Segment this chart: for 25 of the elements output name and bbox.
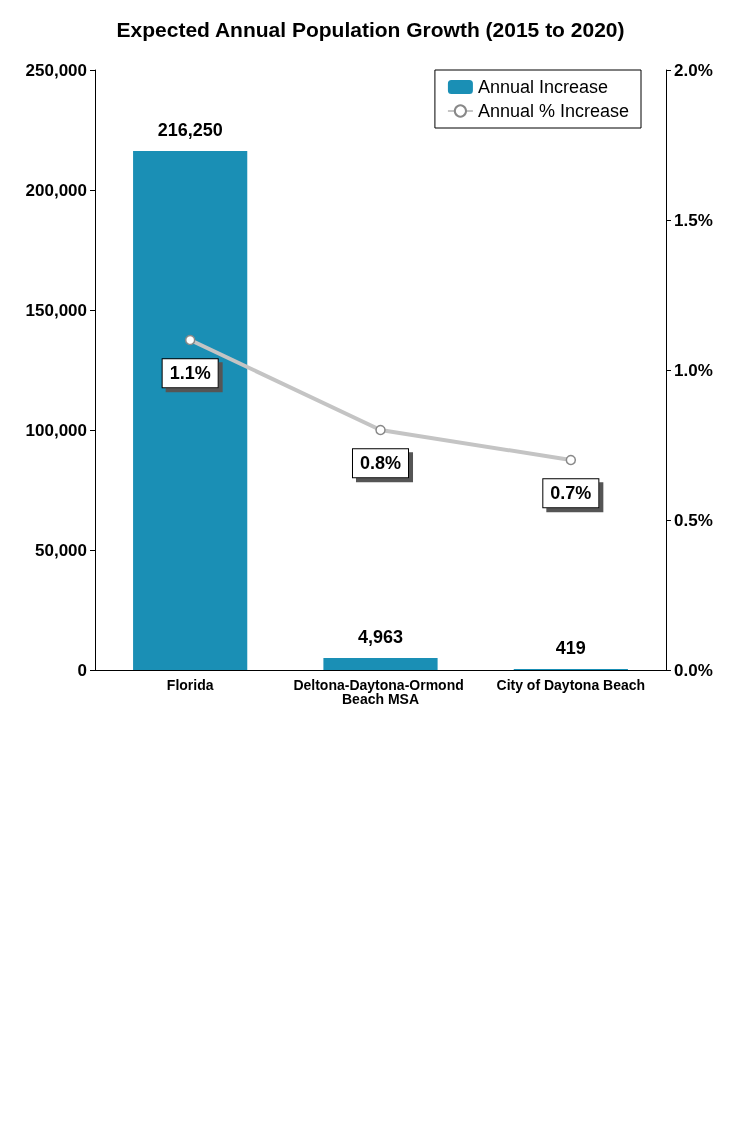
y-tick-label: 50,000 — [35, 540, 87, 560]
y2-tick-label: 2.0% — [674, 60, 713, 80]
x-tick-label: Florida — [166, 677, 214, 693]
x-tick-label: City of Daytona Beach — [496, 677, 646, 693]
y-tick-label: 250,000 — [25, 60, 87, 80]
data-label: 419 — [555, 637, 586, 658]
y-tick-label: 0 — [77, 660, 87, 680]
bar — [133, 151, 248, 670]
x-tick-label: Deltona-Daytona-Ormond Beach MSA — [293, 677, 468, 707]
data-label: 0.7% — [550, 483, 592, 504]
data-label: 0.8% — [359, 453, 402, 474]
y2-tick-label: 1.0% — [674, 360, 713, 380]
y2-tick-label: 0.5% — [674, 510, 713, 530]
chart-title: Expected Annual Population Growth (2015 to 2020) — [116, 18, 625, 41]
data-label: 4,963 — [357, 627, 404, 648]
y-tick-label: 100,000 — [25, 420, 87, 440]
y2-tick-label: 0.0% — [674, 660, 713, 680]
data-label: 216,250 — [157, 120, 223, 140]
y-tick-label: 150,000 — [25, 300, 87, 320]
legend-label: Annual % Increase — [477, 101, 629, 121]
y-tick-label: 200,000 — [25, 180, 87, 200]
y2-tick-label: 1.5% — [674, 210, 713, 230]
data-label: 1.1% — [169, 363, 211, 384]
bar — [323, 658, 438, 670]
legend-label: Annual Increase — [477, 77, 608, 97]
